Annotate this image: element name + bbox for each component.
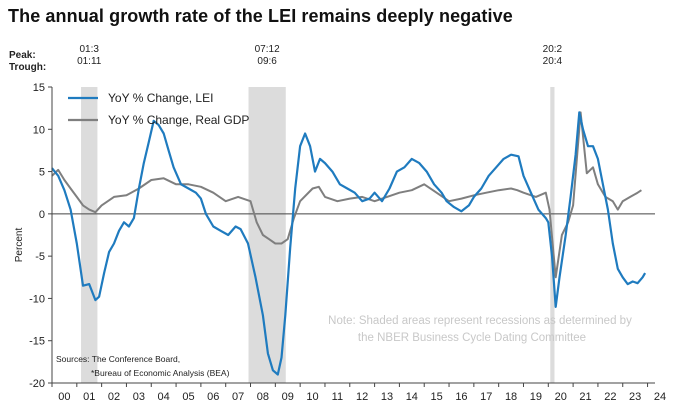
recession-band-0: [81, 87, 98, 383]
recession-trough-label-2: 20:4: [543, 56, 563, 67]
recession-band-1: [248, 87, 286, 383]
recession-peak-label-1: 07:12: [255, 44, 280, 55]
x-tick-label-18: 18: [505, 391, 517, 403]
trough-row-label: Trough:: [9, 62, 46, 73]
x-tick-label-23: 23: [629, 391, 641, 403]
peak-row-label: Peak:: [9, 50, 36, 61]
x-tick-label-15: 15: [431, 391, 443, 403]
y-axis-title: Percent: [14, 228, 25, 263]
recession-trough-label-0: 01:11: [77, 56, 102, 67]
series-layer: [51, 111, 647, 376]
legend-label-0: YoY % Change, LEI: [108, 91, 213, 105]
x-tick-label-9: 09: [282, 391, 294, 403]
y-tick-label-0: -20: [29, 378, 45, 390]
y-tick-label-6: 10: [33, 124, 45, 136]
x-tick-label-12: 12: [356, 391, 368, 403]
y-tick-label-1: -15: [29, 336, 45, 348]
x-tick-label-14: 14: [406, 391, 418, 403]
x-tick-label-0: 00: [58, 391, 70, 403]
y-tick-label-2: -10: [29, 293, 45, 305]
y-tick-label-7: 15: [33, 82, 45, 94]
y-tick-label-3: -5: [35, 251, 45, 263]
recession-trough-label-1: 09:6: [257, 56, 277, 67]
x-tick-label-11: 11: [332, 391, 343, 403]
x-tick-label-1: 01: [83, 391, 95, 403]
x-tick-label-20: 20: [555, 391, 567, 403]
x-tick-label-19: 19: [530, 391, 542, 403]
x-tick-label-10: 10: [306, 391, 318, 403]
sources-line-1: *Bureau of Economic Analysis (BEA): [91, 368, 230, 378]
recession-peak-label-0: 01:3: [79, 44, 99, 55]
legend-label-1: YoY % Change, Real GDP: [108, 113, 249, 127]
notes-layer: Note: Shaded areas represent recessions …: [56, 315, 632, 378]
x-tick-label-6: 06: [207, 391, 219, 403]
x-tick-label-21: 21: [579, 391, 591, 403]
x-tick-label-2: 02: [108, 391, 120, 403]
note-line-0: Note: Shaded areas represent recessions …: [328, 315, 632, 327]
x-tick-label-22: 22: [604, 391, 616, 403]
x-tick-label-7: 07: [232, 391, 244, 403]
x-tick-label-17: 17: [480, 391, 492, 403]
y-tick-label-5: 5: [39, 167, 45, 179]
x-tick-label-4: 04: [158, 391, 170, 403]
x-tick-label-3: 03: [133, 391, 145, 403]
x-tick-label-24: 24: [654, 391, 666, 403]
series-line-lei: [51, 111, 647, 376]
recession-peak-label-2: 20:2: [543, 44, 563, 55]
x-tick-label-13: 13: [381, 391, 393, 403]
x-tick-label-5: 05: [182, 391, 194, 403]
x-tick-label-16: 16: [455, 391, 467, 403]
sources-line-0: Sources: The Conference Board,: [56, 354, 180, 364]
note-line-1: the NBER Business Cycle Dating Committee: [358, 332, 586, 344]
x-tick-label-8: 08: [257, 391, 269, 403]
chart-title: The annual growth rate of the LEI remain…: [8, 6, 513, 26]
y-tick-label-4: 0: [39, 209, 45, 221]
legend: YoY % Change, LEI YoY % Change, Real GDP: [68, 91, 249, 127]
